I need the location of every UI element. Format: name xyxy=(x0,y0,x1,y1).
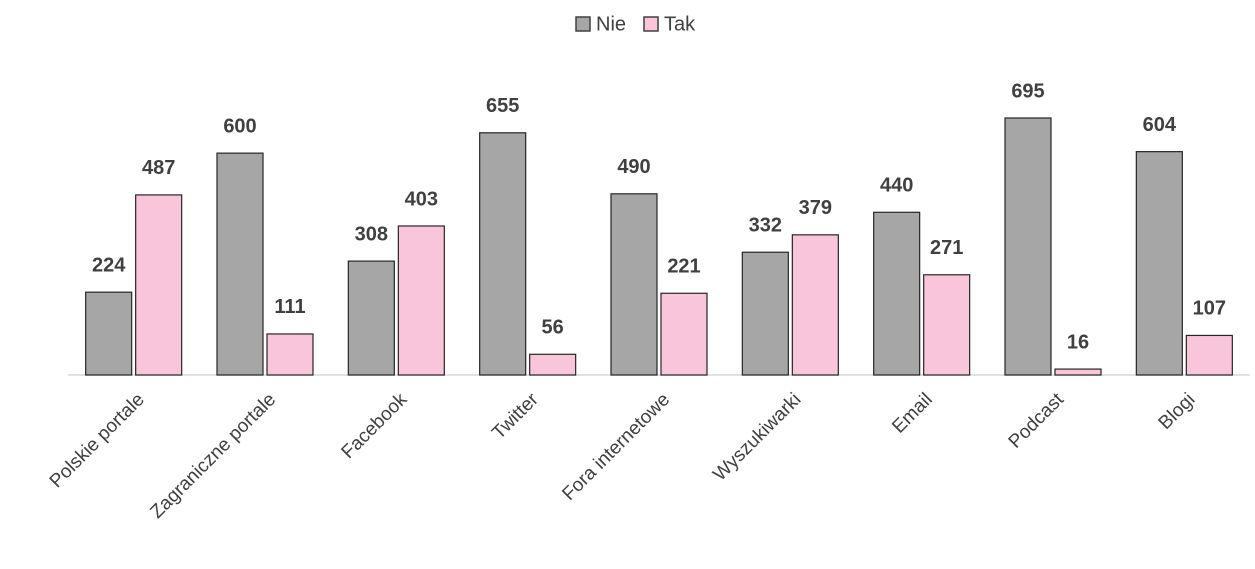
x-tick-label: Fora internetowe xyxy=(558,389,674,505)
legend-swatch xyxy=(643,16,659,32)
bar xyxy=(85,291,133,376)
bar xyxy=(479,132,527,376)
legend-label: Nie xyxy=(596,13,626,35)
bar xyxy=(135,194,183,376)
data-label: 308 xyxy=(355,223,388,245)
x-tick-label: Email xyxy=(888,389,936,437)
data-label: 271 xyxy=(930,237,963,259)
data-label: 379 xyxy=(799,197,832,219)
data-label: 224 xyxy=(92,254,126,276)
bar xyxy=(741,251,789,376)
x-tick-label: Facebook xyxy=(338,389,412,463)
legend-swatch xyxy=(575,16,591,32)
bar xyxy=(660,292,708,376)
bar xyxy=(347,260,395,376)
data-label: 440 xyxy=(880,175,913,197)
bar xyxy=(1135,151,1183,376)
legend-label: Tak xyxy=(664,13,696,35)
bar xyxy=(791,234,839,376)
data-label: 16 xyxy=(1067,331,1089,353)
data-label: 107 xyxy=(1193,298,1226,320)
bar xyxy=(397,225,445,376)
x-tick-label: Zagraniczne portale xyxy=(146,389,280,523)
data-label: 332 xyxy=(749,215,782,237)
data-label: 221 xyxy=(667,256,700,278)
data-label: 403 xyxy=(405,188,438,210)
bar xyxy=(1185,334,1233,376)
data-label: 56 xyxy=(542,317,564,339)
data-label: 600 xyxy=(223,115,256,137)
data-label: 490 xyxy=(617,156,650,178)
bar xyxy=(529,353,577,376)
bar xyxy=(1054,368,1102,376)
data-label: 604 xyxy=(1143,114,1177,136)
bar xyxy=(610,193,658,376)
x-tick-label: Twitter xyxy=(488,389,543,444)
bar xyxy=(873,211,921,376)
data-label: 111 xyxy=(274,296,305,318)
bar xyxy=(266,333,314,376)
data-label: 655 xyxy=(486,95,519,117)
x-tick-label: Wyszukiwarki xyxy=(709,389,805,485)
data-label: 487 xyxy=(142,157,175,179)
bar xyxy=(1004,117,1052,376)
bar xyxy=(216,152,264,376)
x-tick-label: Blogi xyxy=(1155,389,1200,434)
bar xyxy=(923,274,971,376)
x-tick-label: Podcast xyxy=(1005,389,1069,453)
x-tick-label: Polskie portale xyxy=(46,389,149,492)
data-label: 695 xyxy=(1011,80,1044,102)
